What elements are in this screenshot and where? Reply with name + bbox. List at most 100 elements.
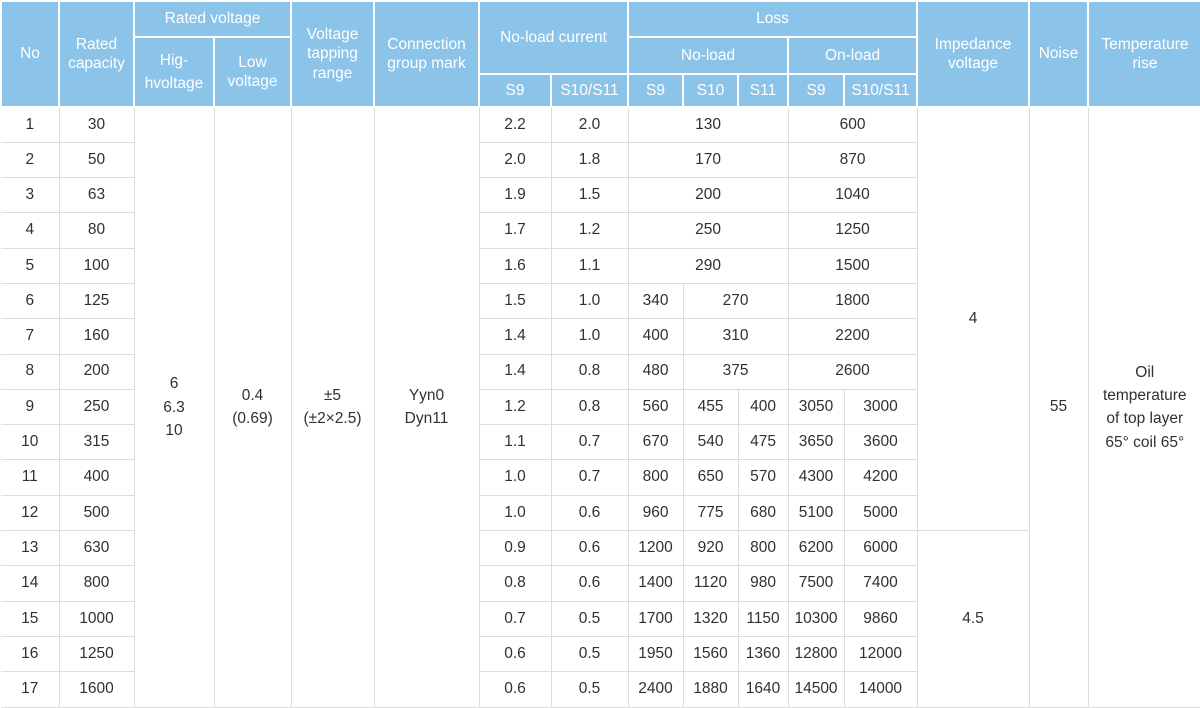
cell-nlc-s10s11: 0.5: [550, 600, 629, 637]
header-no-load-current: No-load current: [477, 0, 630, 75]
cell-nlc-s10s11: 0.7: [550, 459, 629, 496]
cell-no: 4: [1, 212, 60, 249]
cell-nlc-s9: 1.5: [478, 282, 552, 320]
cell-nlc-s9: 1.7: [478, 212, 552, 249]
cell-loss-onload-s9: 10300: [787, 600, 845, 637]
cell-nlc-s10s11: 0.6: [550, 494, 629, 532]
cell-capacity: 630: [58, 530, 135, 567]
cell-loss-onload: 2200: [787, 318, 918, 355]
cell-loss-noload-s9: 2400: [627, 671, 684, 708]
cell-loss-onload: 1040: [787, 177, 918, 214]
cell-loss-onload-s10s11: 3000: [843, 388, 918, 426]
cell-nlc-s9: 0.6: [478, 671, 552, 708]
cell-nlc-s9: 1.4: [478, 353, 552, 390]
cell-capacity: 1000: [58, 600, 135, 637]
table-row: 13 630 0.9 0.6 1200 920 800 6200 6000 4.…: [1, 530, 1200, 708]
cell-nlc-s10s11: 0.7: [550, 424, 629, 461]
cell-loss-onload: 1250: [787, 212, 918, 249]
cell-no: 17: [1, 671, 60, 708]
header-voltage-tapping-range: Voltage tapping range: [290, 0, 375, 108]
cell-loss-noload-s9: 1950: [627, 635, 684, 673]
cell-loss-noload-s10: 650: [682, 459, 739, 496]
header-rated-capacity: Rated capacity: [58, 0, 135, 108]
cell-no: 14: [1, 565, 60, 602]
cell-capacity: 400: [58, 459, 135, 496]
cell-nlc-s10s11: 1.1: [550, 247, 629, 284]
cell-no: 9: [1, 388, 60, 426]
cell-capacity: 250: [58, 388, 135, 426]
cell-loss-onload-s9: 3650: [787, 424, 845, 461]
cell-nlc-s9: 1.0: [478, 494, 552, 532]
cell-loss-onload-s10s11: 4200: [843, 459, 918, 496]
cell-capacity: 1250: [58, 635, 135, 673]
cell-loss-noload: 290: [627, 247, 789, 284]
header-high-voltage: Hig- hvoltage: [133, 36, 215, 108]
header-no: No: [0, 0, 60, 108]
cell-nlc-s9: 0.8: [478, 565, 552, 602]
table-row: 3 63 1.9 1.5 200 1040: [1, 177, 1200, 214]
table-row: 14 800 0.8 0.6 1400 1120 980 7500 7400: [1, 565, 1200, 602]
header-nlc-s10s11: S10/S11: [549, 73, 630, 108]
cell-capacity: 80: [58, 212, 135, 249]
cell-nlc-s10s11: 0.8: [550, 388, 629, 426]
cell-capacity: 63: [58, 177, 135, 214]
cell-loss-noload-s10: 1320: [682, 600, 739, 637]
cell-low-voltage: 0.4 (0.69): [213, 106, 292, 708]
cell-no: 11: [1, 459, 60, 496]
cell-loss-onload-s10s11: 9860: [843, 600, 918, 637]
cell-nlc-s9: 1.2: [478, 388, 552, 426]
cell-nlc-s9: 0.7: [478, 600, 552, 637]
cell-loss-noload: 250: [627, 212, 789, 249]
header-temperature-rise: Temperature rise: [1087, 0, 1200, 108]
cell-no: 6: [1, 282, 60, 320]
cell-loss-onload: 2600: [787, 353, 918, 390]
header-row-3: S9 S10/S11 S9 S10 S11 S9 S10/S11: [1, 73, 1200, 108]
cell-no: 1: [1, 106, 60, 143]
cell-nlc-s10s11: 1.0: [550, 318, 629, 355]
cell-loss-onload-s9: 4300: [787, 459, 845, 496]
cell-nlc-s9: 2.2: [478, 106, 552, 143]
cell-loss-noload-s9: 1200: [627, 530, 684, 567]
cell-loss-onload-s10s11: 7400: [843, 565, 918, 602]
cell-nlc-s10s11: 0.6: [550, 530, 629, 567]
cell-nlc-s10s11: 1.2: [550, 212, 629, 249]
cell-loss-noload-s9: 560: [627, 388, 684, 426]
cell-loss-noload-s11: 980: [737, 565, 789, 602]
cell-capacity: 800: [58, 565, 135, 602]
cell-capacity: 125: [58, 282, 135, 320]
cell-loss-onload: 1800: [787, 282, 918, 320]
table-header: No Rated capacity Rated voltage Voltage …: [0, 0, 1200, 108]
cell-nlc-s9: 1.4: [478, 318, 552, 355]
table-row: 8 200 1.4 0.8 480 375 2600: [1, 353, 1200, 390]
cell-nlc-s9: 1.1: [478, 424, 552, 461]
cell-no: 2: [1, 141, 60, 179]
table-row: 2 50 2.0 1.8 170 870: [1, 141, 1200, 179]
header-row-2: Hig- hvoltage Low voltage No-load On-loa…: [1, 36, 1200, 108]
cell-no: 12: [1, 494, 60, 532]
cell-loss-noload: 130: [627, 106, 789, 143]
cell-capacity: 160: [58, 318, 135, 355]
header-loss: Loss: [627, 0, 919, 38]
cell-loss-noload-s10: 1120: [682, 565, 739, 602]
header-rated-voltage: Rated voltage: [133, 0, 292, 38]
cell-loss-noload-s11: 570: [737, 459, 789, 496]
cell-capacity: 315: [58, 424, 135, 461]
cell-loss-onload: 870: [787, 141, 918, 179]
cell-nlc-s10s11: 1.0: [550, 282, 629, 320]
cell-loss-noload-s9: 670: [627, 424, 684, 461]
header-onload-s9: S9: [787, 73, 846, 108]
cell-loss-noload-s9: 960: [627, 494, 684, 532]
cell-loss-noload-s10: 1560: [682, 635, 739, 673]
cell-loss-noload-s11: 1640: [737, 671, 789, 708]
cell-loss-onload: 1500: [787, 247, 918, 284]
cell-loss-noload-s11: 680: [737, 494, 789, 532]
cell-loss-noload-s10s11: 270: [682, 282, 789, 320]
cell-loss-noload-s9: 1400: [627, 565, 684, 602]
cell-nlc-s10s11: 0.8: [550, 353, 629, 390]
table-row: 15 1000 0.7 0.5 1700 1320 1150 10300 986…: [1, 600, 1200, 637]
cell-loss-onload-s9: 3050: [787, 388, 845, 426]
cell-temperature: Oil temperature of top layer 65° coil 65…: [1087, 106, 1200, 708]
table-row: 1 30 6 6.3 10 0.4 (0.69) ±5 (±2×2.5) Yyn…: [1, 106, 1200, 708]
cell-no: 16: [1, 635, 60, 673]
table-row: 6 125 1.5 1.0 340 270 1800: [1, 282, 1200, 320]
